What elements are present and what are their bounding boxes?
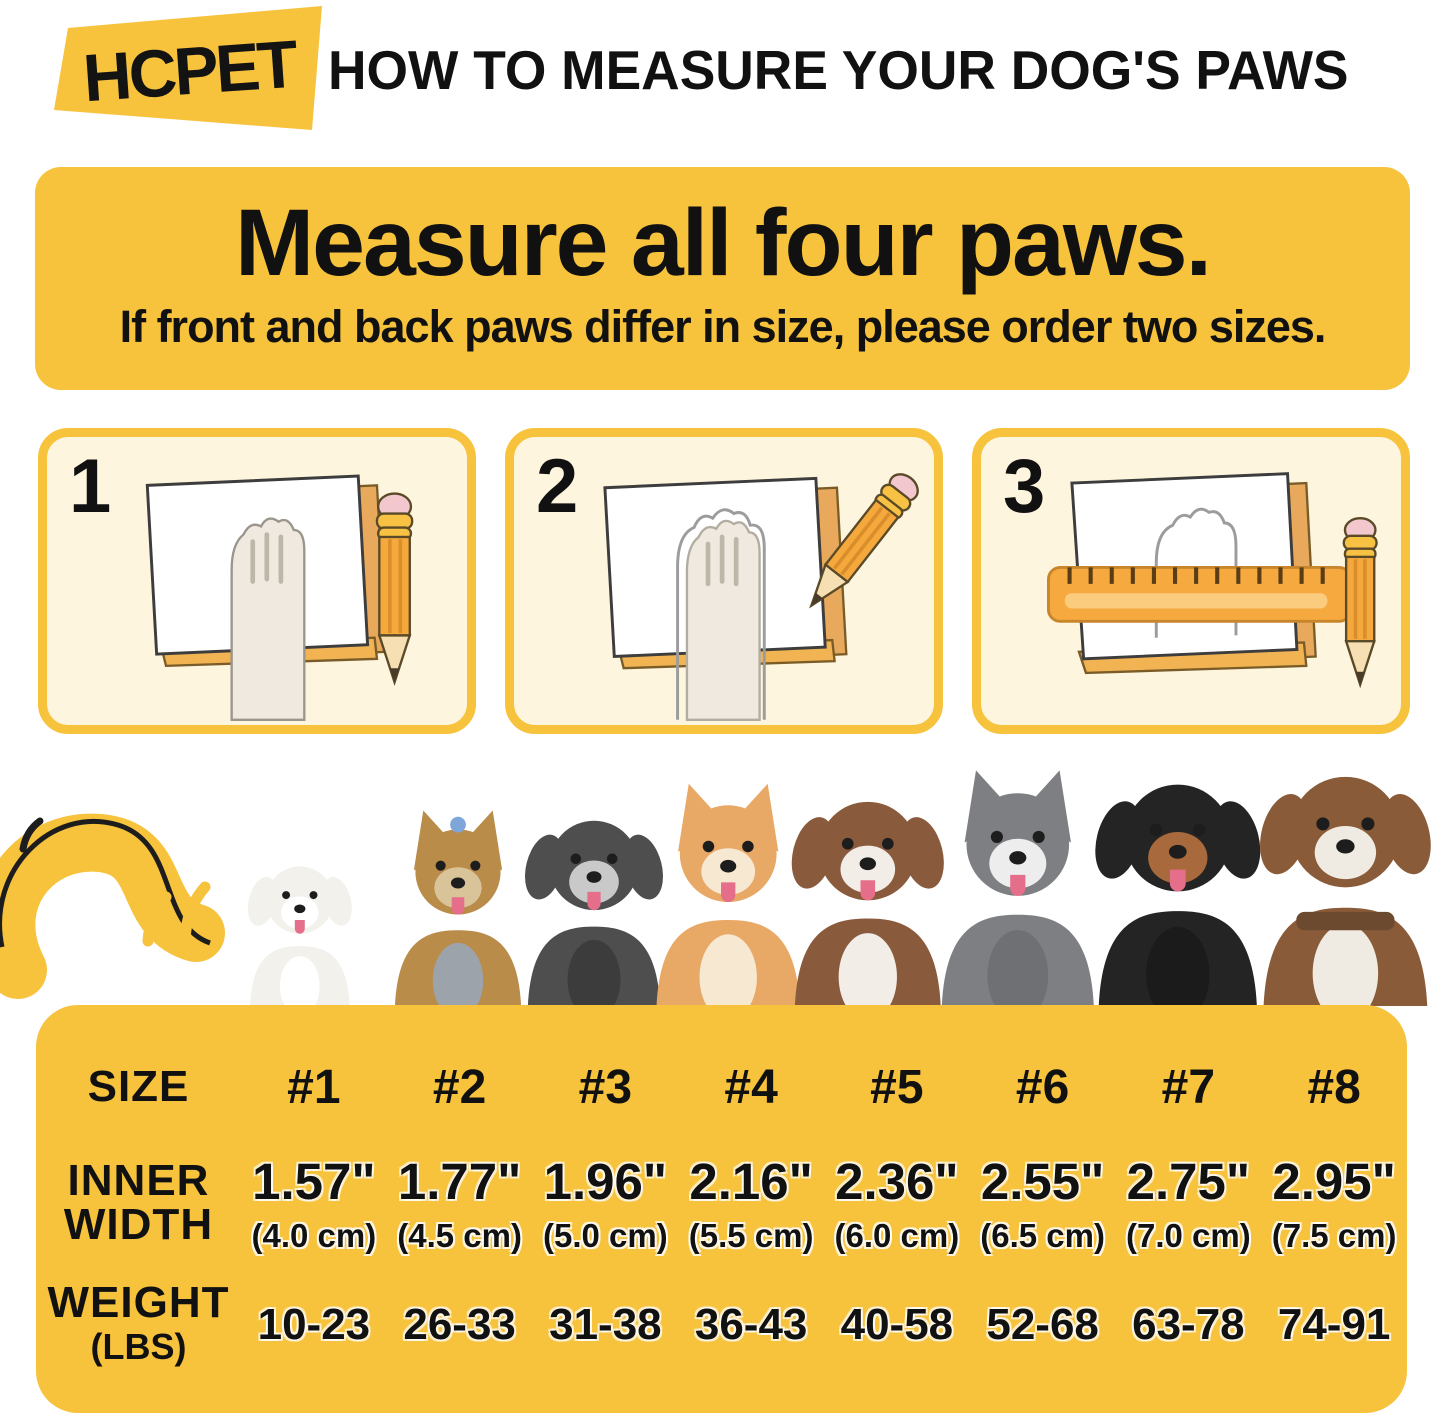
weight-value: 31-38 [549,1300,662,1349]
inner-width-inches: 1.57" [252,1152,376,1210]
pencil-tracing-paw-illustration-icon [603,473,919,721]
weight-row-label: WEIGHT (LBS) [36,1281,241,1369]
weight-label-line2: (LBS) [90,1326,187,1367]
dog-photo-shiba-inu [656,783,800,1006]
size-value: #2 [432,1060,487,1114]
hcpet-logo-icon: HCPET [54,6,322,130]
inner-width-cell: 1.77" (4.5 cm) [387,1152,533,1255]
weight-label-line1: WEIGHT [47,1278,230,1327]
dog-photo-australian-shepherd [791,801,945,1006]
dog-photo-saint-bernard [1259,776,1431,1006]
size-chart-table: SIZE #1 #2 #3 #4 #5 #6 #7 #8 INNER WIDTH… [36,1005,1407,1413]
step-number: 2 [536,444,579,529]
step-number: 3 [1003,444,1046,529]
inner-width-cell: 1.57" (4.0 cm) [241,1152,387,1255]
inner-width-cell: 2.75" (7.0 cm) [1116,1152,1262,1255]
inner-width-cm: (6.5 cm) [980,1216,1105,1254]
page-title: HOW TO MEASURE YOUR DOG'S PAWS [328,39,1349,101]
paw-swoosh-doodle-icon [0,813,225,999]
logo-text: HCPET [81,27,301,117]
size-value: #4 [724,1060,778,1114]
inner-width-cell: 2.36" (6.0 cm) [824,1152,970,1255]
weight-value: 40-58 [840,1300,954,1349]
step-card-1: 1 [38,428,476,734]
inner-width-cm: (5.0 cm) [543,1216,668,1254]
inner-width-cm: (4.0 cm) [251,1216,377,1254]
banner-subheadline: If front and back paws differ in size, p… [119,301,1327,352]
size-value: #8 [1307,1060,1361,1114]
ruler-measuring-outline-illustration-icon [1047,472,1378,689]
inner-width-inches: 2.95" [1272,1152,1396,1210]
dog-photo-miniature-schnauzer [525,820,663,1006]
dog-breeds-row [0,734,1445,1006]
inner-width-inches: 2.55" [980,1152,1105,1210]
inner-width-inches: 2.36" [835,1152,959,1210]
inner-width-cell: 1.96" (5.0 cm) [533,1152,679,1255]
measure-banner: Measure all four paws. If front and back… [35,167,1410,390]
header: HCPET HOW TO MEASURE YOUR DOG'S PAWS [0,0,1445,152]
step-number: 1 [69,444,112,529]
dog-photo-rottweiler [1095,784,1261,1006]
weight-value: 74-91 [1277,1300,1391,1349]
inner-width-label-line1: INNER [67,1156,210,1205]
step-card-3: 3 [972,428,1410,734]
inner-width-inches: 1.96" [543,1152,668,1210]
weight-value: 63-78 [1132,1300,1245,1349]
inner-width-cm: (4.5 cm) [397,1216,522,1254]
inner-width-cm: (6.0 cm) [834,1216,960,1254]
banner-headline: Measure all four paws. [235,190,1212,296]
step-card-2: 2 [505,428,943,734]
inner-width-cm: (7.0 cm) [1126,1216,1251,1254]
dog-photo-alaskan-malamute [941,770,1094,1006]
inner-width-row-label: INNER WIDTH [36,1159,241,1247]
size-value: #6 [1015,1060,1070,1114]
inner-width-label-line2: WIDTH [63,1200,214,1249]
inner-width-cell: 2.95" (7.5 cm) [1261,1152,1407,1255]
inner-width-cell: 2.55" (6.5 cm) [970,1152,1116,1255]
weight-value: 52-68 [986,1300,1099,1349]
paw-on-paper-illustration-icon [145,474,414,721]
size-value: #7 [1161,1060,1216,1114]
inner-width-inches: 2.16" [689,1152,813,1210]
inner-width-inches: 1.77" [397,1152,522,1210]
inner-width-inches: 2.75" [1126,1152,1251,1210]
weight-value: 10-23 [257,1300,371,1349]
inner-width-cm: (5.5 cm) [688,1216,814,1254]
weight-value: 26-33 [403,1300,516,1349]
dog-photo-bichon-frise [247,866,352,1006]
measuring-steps: 1 2 [38,428,1410,736]
size-value: #3 [578,1060,633,1114]
hcpet-logo: HCPET [52,4,332,142]
size-value: #1 [287,1060,341,1114]
dog-photo-yorkshire-terrier [394,810,522,1006]
size-row-label: SIZE [87,1062,190,1111]
weight-value: 36-43 [694,1300,808,1349]
size-value: #5 [870,1060,924,1114]
inner-width-cell: 2.16" (5.5 cm) [678,1152,824,1255]
inner-width-cm: (7.5 cm) [1271,1216,1397,1254]
